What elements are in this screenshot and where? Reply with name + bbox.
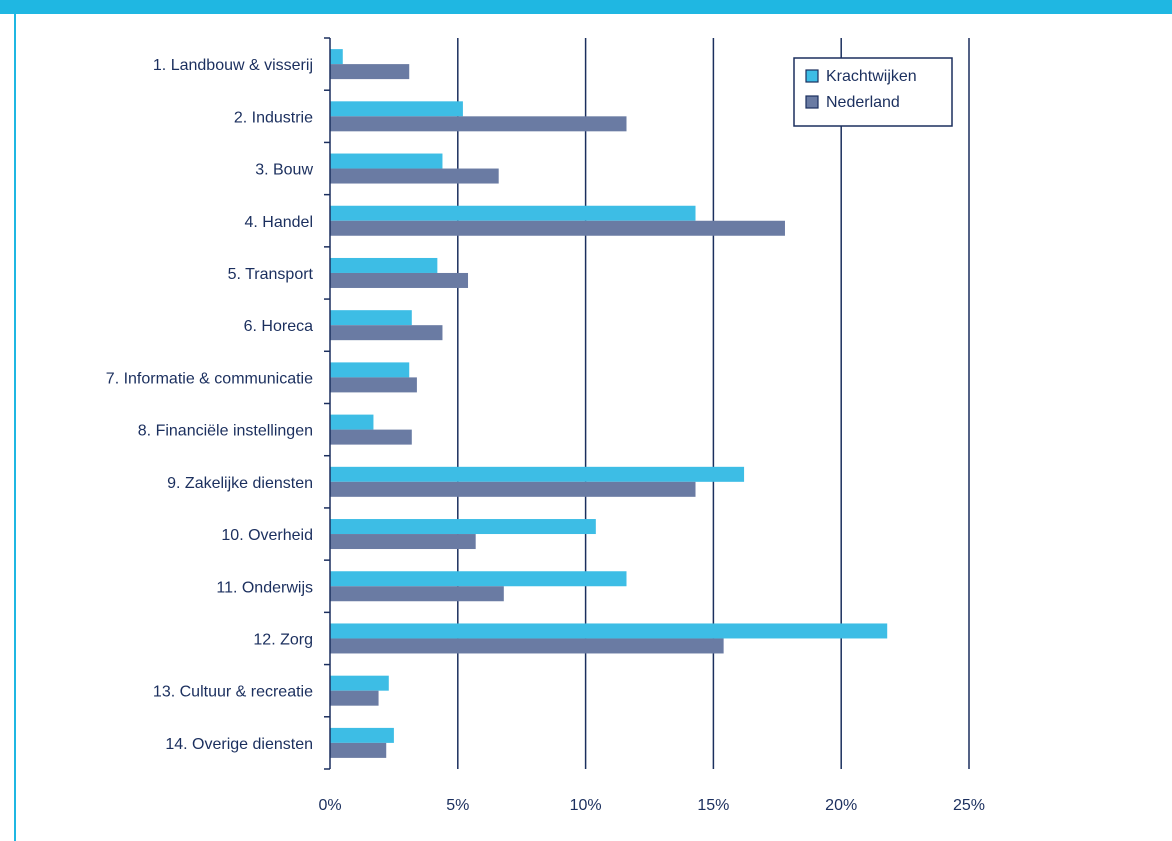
legend-label: Nederland <box>826 94 900 111</box>
x-tick-label: 25% <box>953 797 985 814</box>
legend-swatch <box>805 69 819 83</box>
bar-nederland <box>330 534 476 550</box>
bar-krachtwijken <box>330 362 410 378</box>
bar-krachtwijken <box>330 153 443 169</box>
bar-krachtwijken <box>330 623 888 639</box>
category-label: 1. Landbouw & visserij <box>153 57 313 74</box>
bar-nederland <box>330 272 469 288</box>
x-tick-label: 15% <box>697 797 729 814</box>
bar-krachtwijken <box>330 519 596 535</box>
category-label: 2. Industrie <box>234 109 313 126</box>
x-tick-labels: 0% 5% 10% 15% 20% 25% <box>318 797 985 814</box>
category-labels: 1. Landbouw & visserij 2. Industrie 3. Bou… <box>106 57 314 753</box>
left-accent-border <box>0 14 16 841</box>
x-tick-label: 5% <box>446 797 469 814</box>
bar-krachtwijken <box>330 49 343 65</box>
x-tick-label: 0% <box>318 797 341 814</box>
bar-krachtwijken <box>330 414 374 430</box>
bar-krachtwijken <box>330 257 438 273</box>
category-label: 3. Bouw <box>255 162 313 179</box>
bar-nederland <box>330 64 410 80</box>
grid-lines <box>457 38 970 769</box>
legend-swatch <box>805 95 819 109</box>
category-label: 13. Cultuur & recreatie <box>153 684 313 701</box>
category-label: 9. Zakelijke diensten <box>167 475 313 492</box>
top-accent-band <box>0 0 1172 14</box>
bar-krachtwijken <box>330 310 412 326</box>
category-label: 14. Overige diensten <box>165 736 313 753</box>
category-label: 7. Informatie & communicatie <box>106 370 313 387</box>
bar-nederland <box>330 116 627 132</box>
legend-label: Krachtwijken <box>826 68 917 85</box>
bar-krachtwijken <box>330 101 463 117</box>
bar-krachtwijken <box>330 205 696 221</box>
x-tick-label: 10% <box>570 797 602 814</box>
category-label: 5. Transport <box>228 266 314 283</box>
bar-nederland <box>330 638 724 654</box>
bar-nederland <box>330 168 499 184</box>
category-label: 4. Handel <box>245 214 314 231</box>
category-label: 8. Financiële instellingen <box>138 423 313 440</box>
x-tick-label: 20% <box>825 797 857 814</box>
category-label: 10. Overheid <box>221 527 313 544</box>
bar-nederland <box>330 742 387 758</box>
bar-nederland <box>330 377 417 393</box>
category-label: 12. Zorg <box>253 631 313 648</box>
legend: Krachtwijken Nederland <box>793 57 953 127</box>
category-label: 11. Onderwijs <box>216 579 313 596</box>
legend-box <box>793 57 953 127</box>
bar-nederland <box>330 586 504 602</box>
bar-nederland <box>330 481 696 497</box>
bars <box>330 49 888 758</box>
bar-krachtwijken <box>330 675 389 691</box>
y-axis <box>324 37 331 770</box>
bar-krachtwijken <box>330 571 627 587</box>
bar-krachtwijken <box>330 727 394 743</box>
category-label: 6. Horeca <box>244 318 313 335</box>
bar-nederland <box>330 220 785 236</box>
bar-krachtwijken <box>330 466 745 482</box>
bar-nederland <box>330 429 412 445</box>
bar-nederland <box>330 690 379 706</box>
bar-nederland <box>330 325 443 341</box>
